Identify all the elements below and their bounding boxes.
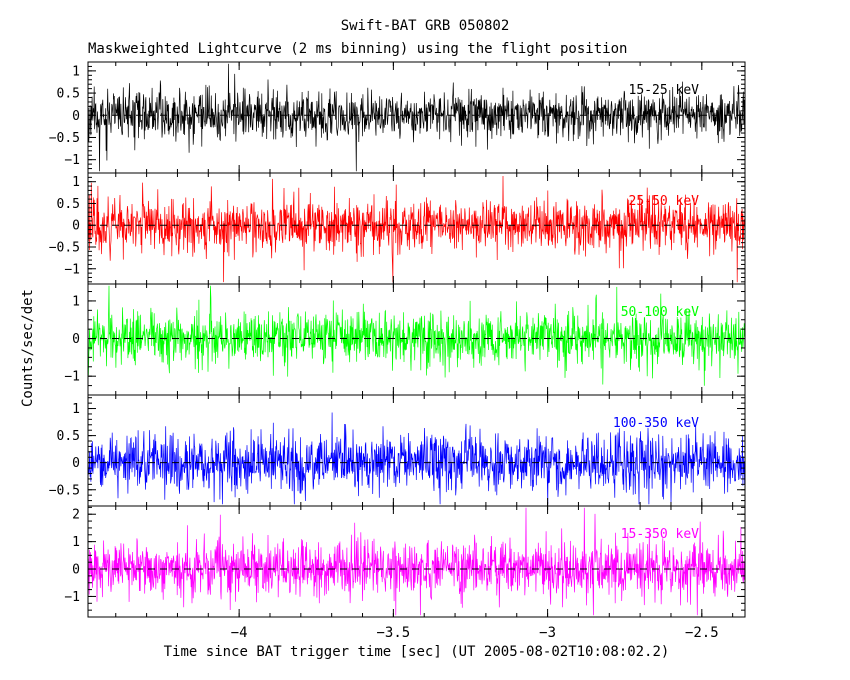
band-label: 15-25 keV: [629, 83, 700, 98]
y-tick-label: 0.5: [57, 87, 80, 102]
y-tick-label: 1: [72, 64, 80, 79]
panel-100-350keV: 1 0.5 0 −0.5 100-350 keV: [49, 394, 746, 507]
x-tick-label: −3: [539, 625, 556, 641]
chart-subtitle: Maskweighted Lightcurve (2 ms binning) u…: [88, 41, 628, 57]
y-tick-label: 0: [72, 332, 80, 347]
x-tick-label: −3.5: [377, 625, 411, 641]
y-tick-label: −0.5: [49, 483, 80, 498]
y-axis-label: Counts/sec/det: [20, 289, 36, 408]
panel-15-25keV: 1 0.5 0 −0.5 −1 15-25 keV: [49, 61, 746, 174]
noise-trace: [88, 507, 745, 616]
y-tick-label: 0: [72, 563, 80, 578]
x-tick-label: −4: [231, 625, 248, 641]
y-tick-label: 0: [72, 456, 80, 471]
y-tick-label: −0.5: [49, 131, 80, 146]
y-tick-label: 0: [72, 219, 80, 234]
panel-25-50keV: 1 0.5 0 −0.5 −1 25-50 keV: [49, 172, 746, 285]
y-tick-label: 1: [72, 535, 80, 550]
y-tick-label: −1: [64, 590, 80, 605]
noise-trace: [88, 285, 745, 386]
y-tick-label: 1: [72, 402, 80, 417]
x-axis-label: Time since BAT trigger time [sec] (UT 20…: [163, 644, 670, 660]
band-label: 100-350 keV: [613, 416, 699, 431]
y-tick-label: 2: [72, 508, 80, 523]
panel-15-350keV: 2 1 0 −1 15-350 keV: [64, 505, 746, 618]
noise-trace: [88, 412, 745, 505]
band-label: 50-100 keV: [621, 305, 699, 320]
y-tick-label: 0: [72, 109, 80, 124]
x-tick-label: −2.5: [685, 625, 719, 641]
panel-50-100keV: 1 0 −1 50-100 keV: [64, 283, 746, 396]
y-tick-label: 1: [72, 175, 80, 190]
band-label: 25-50 keV: [629, 194, 700, 209]
y-tick-label: −1: [64, 262, 80, 277]
band-label: 15-350 keV: [621, 527, 699, 542]
y-tick-label: 0.5: [57, 429, 80, 444]
noise-trace: [88, 175, 745, 283]
y-tick-label: 0.5: [57, 197, 80, 212]
y-tick-label: 1: [72, 294, 80, 309]
chart-title: Swift-BAT GRB 050802: [340, 18, 510, 34]
panel-border: [87, 505, 746, 618]
noise-trace: [88, 63, 745, 172]
y-tick-label: −0.5: [49, 241, 80, 256]
y-tick-label: −1: [64, 370, 80, 385]
y-tick-label: −1: [64, 153, 80, 168]
